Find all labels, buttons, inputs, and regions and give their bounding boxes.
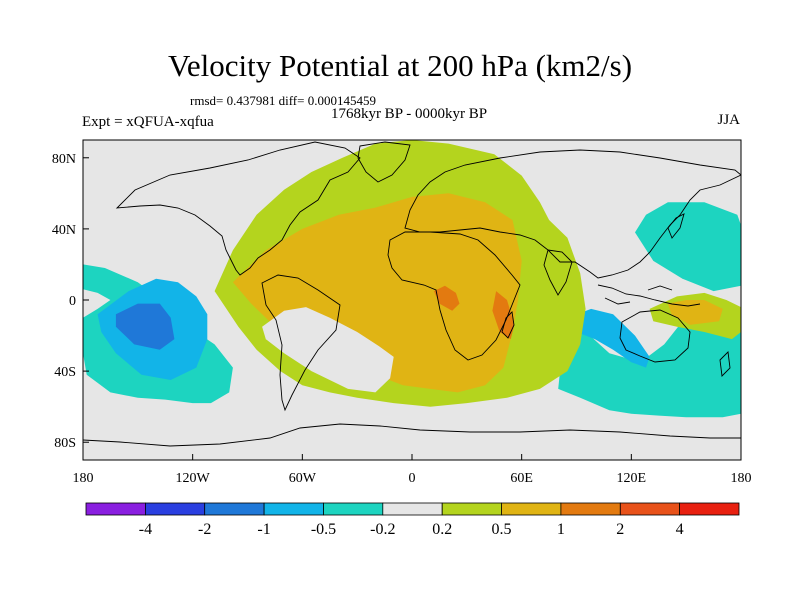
- plot-area: [83, 140, 741, 460]
- colorbar-swatch: [441, 502, 503, 516]
- x-tick-label: 180: [731, 471, 752, 486]
- y-axis: 80N 40N 0 40S 80S: [52, 152, 89, 451]
- colorbar-label: -0.2: [370, 521, 395, 538]
- coast-greenland: [357, 141, 411, 183]
- x-axis: 180 120W 60W 0 60E 120E 180: [73, 454, 752, 486]
- colorbar-label: -0.5: [311, 521, 336, 538]
- y-tick-label: 80S: [54, 436, 76, 451]
- region-north-pacific-negative: [635, 202, 741, 292]
- region-africa-positive-core-1: [433, 285, 460, 311]
- region-west-pacific-positive-core: [667, 300, 723, 325]
- coastlines: [83, 141, 741, 447]
- colorbar-swatch: [501, 502, 562, 516]
- colorbar-swatch: [382, 502, 443, 516]
- colorbar-swatch: [144, 502, 206, 516]
- colorbar-label: 0.5: [492, 521, 512, 538]
- y-tick-label: 40N: [52, 223, 76, 238]
- colorbar-label: 1: [557, 521, 565, 538]
- y-tick-label: 0: [69, 294, 76, 309]
- colorbar-swatch: [85, 502, 146, 516]
- coast-southeast-asia-islands: [597, 284, 701, 307]
- colorbar-label: -2: [198, 521, 211, 538]
- colorbar: -4 -2 -1 -0.5 -0.2 0.2 0.5 1 2 4: [85, 502, 740, 538]
- coast-south-america: [261, 274, 341, 412]
- colorbar-label: 4: [676, 521, 684, 538]
- coast-india: [543, 249, 573, 296]
- x-tick-label: 120E: [617, 471, 647, 486]
- region-indian-west-pacific-negative: [558, 303, 741, 418]
- coast-japan: [667, 213, 685, 239]
- season-text: JJA: [717, 112, 740, 128]
- colorbar-swatch: [679, 502, 740, 516]
- region-pacific-negative-core: [115, 303, 175, 350]
- coast-antarctica: [83, 423, 741, 447]
- colorbar-label: 2: [616, 521, 624, 538]
- chart-title: Velocity Potential at 200 hPa (km2/s): [167, 48, 633, 83]
- coast-new-zealand: [719, 351, 731, 377]
- colorbar-swatch: [204, 502, 265, 516]
- colorbar-label: -4: [139, 521, 152, 538]
- coast-madagascar: [501, 311, 515, 339]
- colorbar-label: 0.2: [432, 521, 452, 538]
- coast-australia: [619, 309, 691, 363]
- region-south-america-neutral: [262, 307, 394, 393]
- colorbar-swatch: [263, 502, 324, 516]
- coast-africa: [387, 231, 521, 361]
- colorbar-swatch: [560, 502, 621, 516]
- x-tick-label: 180: [73, 471, 94, 486]
- experiment-text: Expt = xQFUA-xqfua: [82, 114, 214, 130]
- colorbar-swatch: [323, 502, 384, 516]
- colorbar-swatch: [619, 502, 681, 516]
- period-text: 1768kyr BP - 0000kyr BP: [330, 106, 488, 122]
- region-maritime-negative: [567, 308, 650, 368]
- y-tick-label: 80N: [52, 152, 76, 167]
- x-tick-label: 0: [409, 471, 416, 486]
- x-tick-label: 120W: [176, 471, 211, 486]
- y-tick-label: 40S: [54, 365, 76, 380]
- coast-north-america: [115, 141, 361, 276]
- stats-text: rmsd= 0.437981 diff= 0.000145459: [190, 93, 376, 108]
- x-tick-label: 60W: [289, 471, 317, 486]
- region-africa-positive-core-2: [492, 291, 515, 340]
- colorbar-label: -1: [257, 521, 270, 538]
- x-tick-label: 60E: [510, 471, 533, 486]
